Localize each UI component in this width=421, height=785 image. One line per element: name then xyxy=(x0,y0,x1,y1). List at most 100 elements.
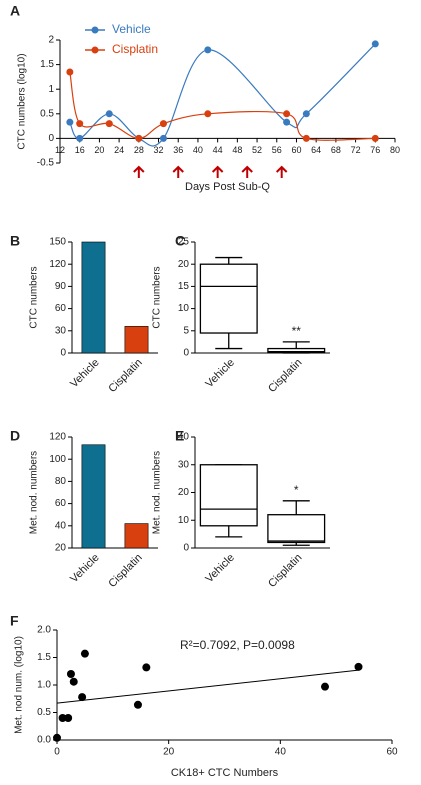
point xyxy=(105,120,113,128)
bar xyxy=(81,241,106,354)
y-tick-label: 10 xyxy=(178,303,190,314)
y-tick-label: 0 xyxy=(183,348,189,359)
series-line xyxy=(69,71,376,141)
y-tick-label: 15 xyxy=(178,281,190,292)
x-tick-label: 36 xyxy=(173,145,183,155)
panel-letter: B xyxy=(10,233,20,249)
y-axis-label: Met. nod. numbers xyxy=(152,451,163,534)
point xyxy=(142,663,151,672)
y-tick-label: 5 xyxy=(183,325,189,336)
point xyxy=(371,40,379,48)
y-axis-label: CTC numbers (log10) xyxy=(17,53,28,149)
y-tick-label: 0 xyxy=(183,543,189,554)
y-tick-label: 1.5 xyxy=(37,652,51,663)
panel-letter: F xyxy=(10,613,19,629)
significance: ** xyxy=(292,324,302,338)
point xyxy=(135,134,143,142)
y-tick-label: 90 xyxy=(55,281,67,292)
x-tick-label: 64 xyxy=(311,145,321,155)
y-tick-label: -0.5 xyxy=(37,158,55,169)
point xyxy=(159,120,167,128)
point xyxy=(76,120,84,128)
point xyxy=(66,68,74,76)
x-tick-label: 60 xyxy=(386,747,398,758)
bar xyxy=(124,326,149,354)
y-tick-label: 40 xyxy=(55,520,67,531)
point xyxy=(302,110,310,118)
panel-letter: C xyxy=(175,233,185,249)
y-axis-label: Met. nod num. (log10) xyxy=(14,636,25,734)
x-tick-label: Cisplatin xyxy=(266,357,304,395)
y-tick-label: 150 xyxy=(49,237,66,248)
point xyxy=(64,714,73,722)
dose-arrow xyxy=(211,165,224,178)
box xyxy=(199,464,258,527)
legend-label: Cisplatin xyxy=(112,42,158,56)
point xyxy=(78,693,87,702)
point xyxy=(58,714,67,722)
x-tick-label: 44 xyxy=(213,145,223,155)
point xyxy=(66,118,74,126)
point xyxy=(66,670,75,678)
x-tick-label: 72 xyxy=(351,145,361,155)
fit-line xyxy=(56,669,359,704)
dose-arrow xyxy=(133,165,145,178)
x-tick-label: 24 xyxy=(114,145,124,155)
y-tick-label: 100 xyxy=(49,454,66,465)
x-tick-label: 56 xyxy=(272,145,282,155)
box xyxy=(267,347,326,354)
y-tick-label: 20 xyxy=(178,259,190,270)
series-line xyxy=(69,43,376,147)
x-axis-label: Days Post Sub-Q xyxy=(185,181,270,193)
y-tick-label: 30 xyxy=(55,325,67,336)
y-tick-label: 0 xyxy=(60,348,66,359)
point xyxy=(105,110,113,118)
y-tick-label: 2 xyxy=(48,35,54,46)
x-tick-label: 52 xyxy=(252,145,262,155)
y-tick-label: 10 xyxy=(178,515,190,526)
stats-annotation: R²=0.7092, P=0.0098 xyxy=(180,638,295,652)
x-tick-label: 0 xyxy=(54,747,60,758)
panel-letter: E xyxy=(175,428,184,444)
x-tick-label: 48 xyxy=(232,145,242,155)
bar xyxy=(81,444,106,549)
point xyxy=(80,649,89,658)
y-tick-label: 2.0 xyxy=(37,625,51,636)
x-tick-label: Cisplatin xyxy=(106,357,144,395)
panel-letter: A xyxy=(10,3,20,19)
y-tick-label: 120 xyxy=(49,259,66,270)
point xyxy=(159,134,167,142)
point xyxy=(371,134,379,142)
x-tick-label: Cisplatin xyxy=(106,552,144,590)
point xyxy=(133,700,142,709)
x-tick-label: 12 xyxy=(55,145,65,155)
point xyxy=(321,682,329,691)
point xyxy=(69,677,78,686)
y-tick-label: 60 xyxy=(55,498,67,509)
y-tick-label: 0.0 xyxy=(37,735,51,746)
x-tick-label: 16 xyxy=(75,145,85,155)
y-tick-label: 0 xyxy=(48,133,54,144)
y-tick-label: 20 xyxy=(55,543,67,554)
significance: * xyxy=(294,483,299,497)
y-tick-label: 0.5 xyxy=(40,108,54,119)
x-tick-label: 28 xyxy=(134,145,144,155)
x-tick-label: Vehicle xyxy=(203,552,237,586)
box xyxy=(267,514,326,544)
y-tick-label: 0.5 xyxy=(37,707,51,718)
x-tick-label: Cisplatin xyxy=(266,552,304,590)
x-tick-label: 76 xyxy=(370,145,380,155)
panel-letter: D xyxy=(10,428,20,444)
x-tick-label: 40 xyxy=(275,747,287,758)
y-axis-label: CTC numbers xyxy=(29,266,40,328)
point xyxy=(302,134,310,142)
dose-arrow xyxy=(241,165,253,178)
y-tick-label: 1.5 xyxy=(40,59,54,70)
dose-arrow xyxy=(275,165,288,178)
x-tick-label: 20 xyxy=(94,145,104,155)
point xyxy=(53,733,61,742)
point xyxy=(354,662,363,671)
y-tick-label: 1.0 xyxy=(37,680,51,691)
x-tick-label: 68 xyxy=(331,145,341,155)
